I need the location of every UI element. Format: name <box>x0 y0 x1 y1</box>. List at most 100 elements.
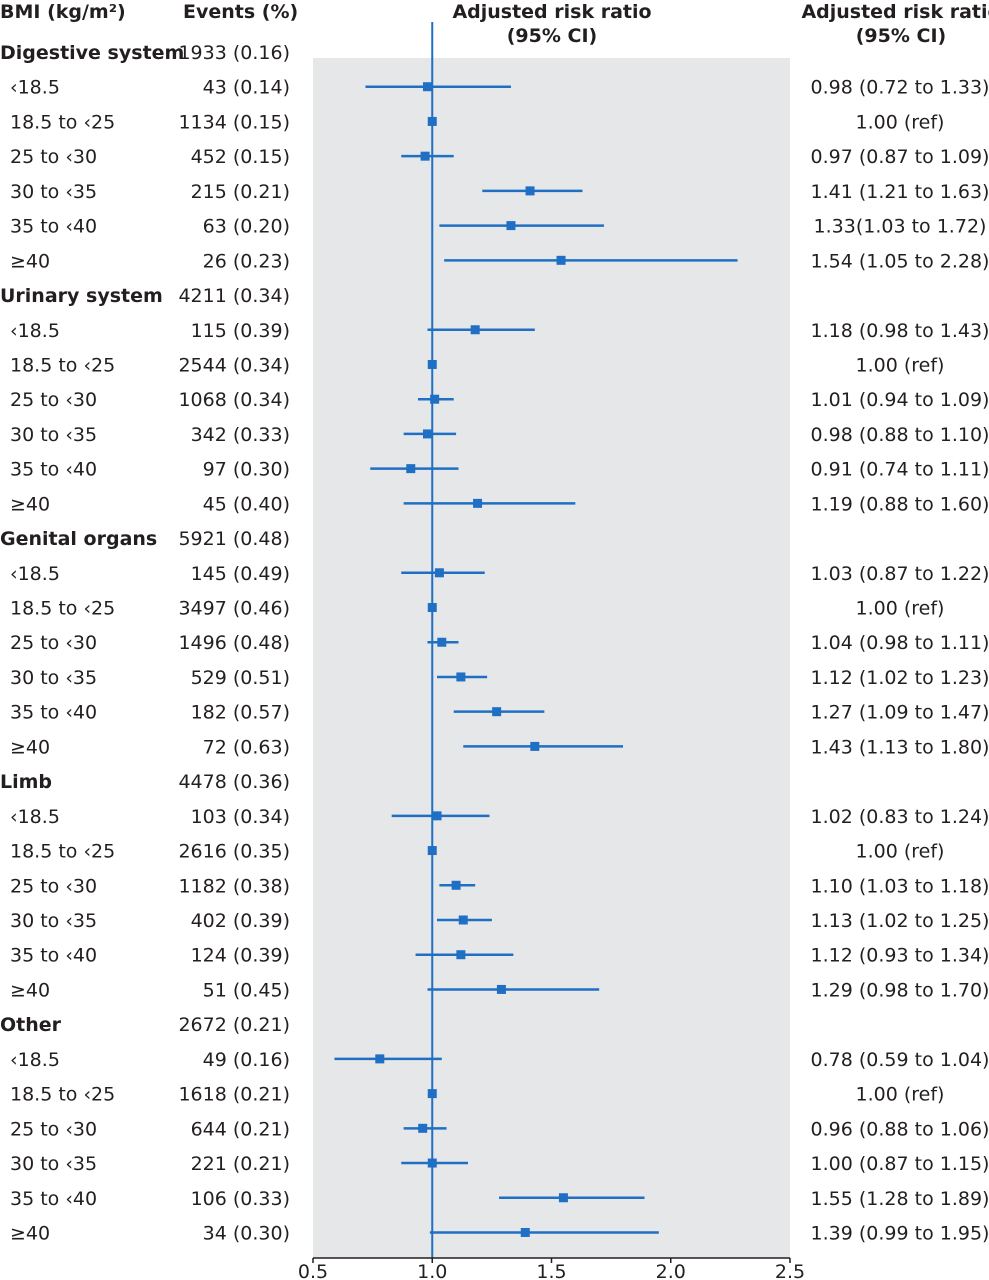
point-estimate-marker <box>427 603 437 613</box>
group-header-row: Other 2672 (0.21) <box>0 1014 290 1036</box>
subgroup-row: 18.5 to ‹25 2544 (0.34) 1.00 (ref) <box>10 354 944 376</box>
ci-value-text: 1.19 (0.88 to 1.60) <box>811 493 989 515</box>
plot-panel <box>313 58 790 1258</box>
ci-value-text: 1.33(1.03 to 1.72) <box>814 216 987 238</box>
ci-value-text: 0.96 (0.88 to 1.06) <box>811 1118 989 1140</box>
point-estimate-marker <box>456 950 466 960</box>
x-tick-label: 0.5 <box>298 1261 328 1280</box>
row-label: 18.5 to ‹25 <box>10 1084 115 1106</box>
row-label: ‹18.5 <box>10 1049 60 1071</box>
point-estimate-marker <box>427 1089 437 1099</box>
ci-value-text: 1.55 (1.28 to 1.89) <box>811 1188 989 1210</box>
point-estimate-marker <box>422 429 432 439</box>
subgroup-row: ‹18.5 145 (0.49) 1.03 (0.87 to 1.22) <box>10 563 989 585</box>
ci-value-text: 1.00 (ref) <box>856 111 945 133</box>
group-label: Genital organs <box>0 528 157 550</box>
ci-value-text: 1.41 (1.21 to 1.63) <box>811 181 989 203</box>
point-estimate-marker <box>496 984 506 994</box>
ci-value-text: 1.00 (ref) <box>856 354 945 376</box>
events-value: 342 (0.33) <box>191 424 290 446</box>
row-label: 18.5 to ‹25 <box>10 598 115 620</box>
events-value: 145 (0.49) <box>191 563 290 585</box>
row-label: 30 to ‹35 <box>10 1153 97 1175</box>
events-value: 2616 (0.35) <box>178 841 290 863</box>
events-value: 2544 (0.34) <box>178 354 290 376</box>
events-column-header: Events (%) <box>183 1 299 23</box>
plot-header-line1: Adjusted risk ratio <box>452 1 652 23</box>
point-estimate-marker <box>422 82 432 92</box>
events-value: 106 (0.33) <box>191 1188 290 1210</box>
point-estimate-marker <box>437 637 447 647</box>
point-estimate-marker <box>525 186 535 196</box>
row-label: 30 to ‹35 <box>10 667 97 689</box>
ci-value-text: 0.98 (0.88 to 1.10) <box>811 424 989 446</box>
point-estimate-marker <box>530 741 540 751</box>
group-label: Other <box>0 1014 62 1036</box>
ci-value-text: 1.00 (0.87 to 1.15) <box>811 1153 989 1175</box>
group-label: Digestive system <box>0 42 184 64</box>
ci-value-text: 1.01 (0.94 to 1.09) <box>811 389 989 411</box>
point-estimate-marker <box>492 707 502 717</box>
x-tick-label: 1.0 <box>417 1261 447 1280</box>
subgroup-row: 30 to ‹35 529 (0.51) 1.12 (1.02 to 1.23) <box>10 667 989 689</box>
group-label: Urinary system <box>0 285 163 307</box>
subgroup-row: ‹18.5 43 (0.14) 0.98 (0.72 to 1.33) <box>10 77 989 99</box>
events-value: 4478 (0.36) <box>178 771 290 793</box>
subgroup-row: 18.5 to ‹25 2616 (0.35) 1.00 (ref) <box>10 841 944 863</box>
ci-value-text: 1.54 (1.05 to 2.28) <box>811 250 989 272</box>
point-estimate-marker <box>427 846 437 856</box>
row-label: 35 to ‹40 <box>10 1188 97 1210</box>
ci-value-text: 1.43 (1.13 to 1.80) <box>811 736 989 758</box>
row-label: ≥40 <box>10 1222 50 1244</box>
row-label: ≥40 <box>10 493 50 515</box>
point-estimate-marker <box>458 915 468 925</box>
events-value: 3497 (0.46) <box>178 598 290 620</box>
events-value: 1068 (0.34) <box>178 389 290 411</box>
row-label: ‹18.5 <box>10 806 60 828</box>
subgroup-row: 35 to ‹40 124 (0.39) 1.12 (0.93 to 1.34) <box>10 945 989 967</box>
events-value: 43 (0.14) <box>203 77 290 99</box>
row-label: ≥40 <box>10 736 50 758</box>
row-label: 18.5 to ‹25 <box>10 841 115 863</box>
subgroup-row: ‹18.5 49 (0.16) 0.78 (0.59 to 1.04) <box>10 1049 989 1071</box>
x-axis: 0.5 1.0 1.5 2.0 2.5 <box>298 1257 805 1280</box>
bmi-column-header: BMI (kg/m²) <box>0 1 126 23</box>
subgroup-row: 25 to ‹30 644 (0.21) 0.96 (0.88 to 1.06) <box>10 1118 989 1140</box>
point-estimate-marker <box>473 498 483 508</box>
subgroup-row: ‹18.5 115 (0.39) 1.18 (0.98 to 1.43) <box>10 320 989 342</box>
ci-header-line2: (95% CI) <box>855 25 947 47</box>
events-value: 4211 (0.34) <box>178 285 290 307</box>
point-estimate-marker <box>520 1227 530 1237</box>
row-label: 18.5 to ‹25 <box>10 111 115 133</box>
point-estimate-marker <box>432 811 442 821</box>
subgroup-row: 35 to ‹40 182 (0.57) 1.27 (1.09 to 1.47) <box>10 702 989 724</box>
point-estimate-marker <box>556 255 566 265</box>
row-label: 25 to ‹30 <box>10 146 97 168</box>
ci-header-line1: Adjusted risk ratio <box>801 1 989 23</box>
row-label: ‹18.5 <box>10 320 60 342</box>
events-value: 215 (0.21) <box>191 181 290 203</box>
ci-value-text: 1.39 (0.99 to 1.95) <box>811 1222 989 1244</box>
ci-value-text: 0.91 (0.74 to 1.11) <box>811 459 989 481</box>
events-value: 644 (0.21) <box>191 1118 290 1140</box>
ci-value-text: 1.12 (0.93 to 1.34) <box>811 945 989 967</box>
events-value: 221 (0.21) <box>191 1153 290 1175</box>
ci-value-text: 1.03 (0.87 to 1.22) <box>811 563 989 585</box>
point-estimate-marker <box>470 325 480 335</box>
row-label: 25 to ‹30 <box>10 389 97 411</box>
events-value: 45 (0.40) <box>203 493 290 515</box>
point-estimate-marker <box>427 1158 437 1168</box>
point-estimate-marker <box>406 464 416 474</box>
events-value: 124 (0.39) <box>191 945 290 967</box>
events-value: 5921 (0.48) <box>178 528 290 550</box>
events-value: 34 (0.30) <box>203 1222 290 1244</box>
row-label: ‹18.5 <box>10 563 60 585</box>
events-value: 402 (0.39) <box>191 910 290 932</box>
events-value: 529 (0.51) <box>191 667 290 689</box>
events-value: 1182 (0.38) <box>178 875 290 897</box>
row-label: ‹18.5 <box>10 77 60 99</box>
subgroup-row: 25 to ‹30 452 (0.15) 0.97 (0.87 to 1.09) <box>10 146 989 168</box>
ci-value-text: 0.98 (0.72 to 1.33) <box>811 77 989 99</box>
